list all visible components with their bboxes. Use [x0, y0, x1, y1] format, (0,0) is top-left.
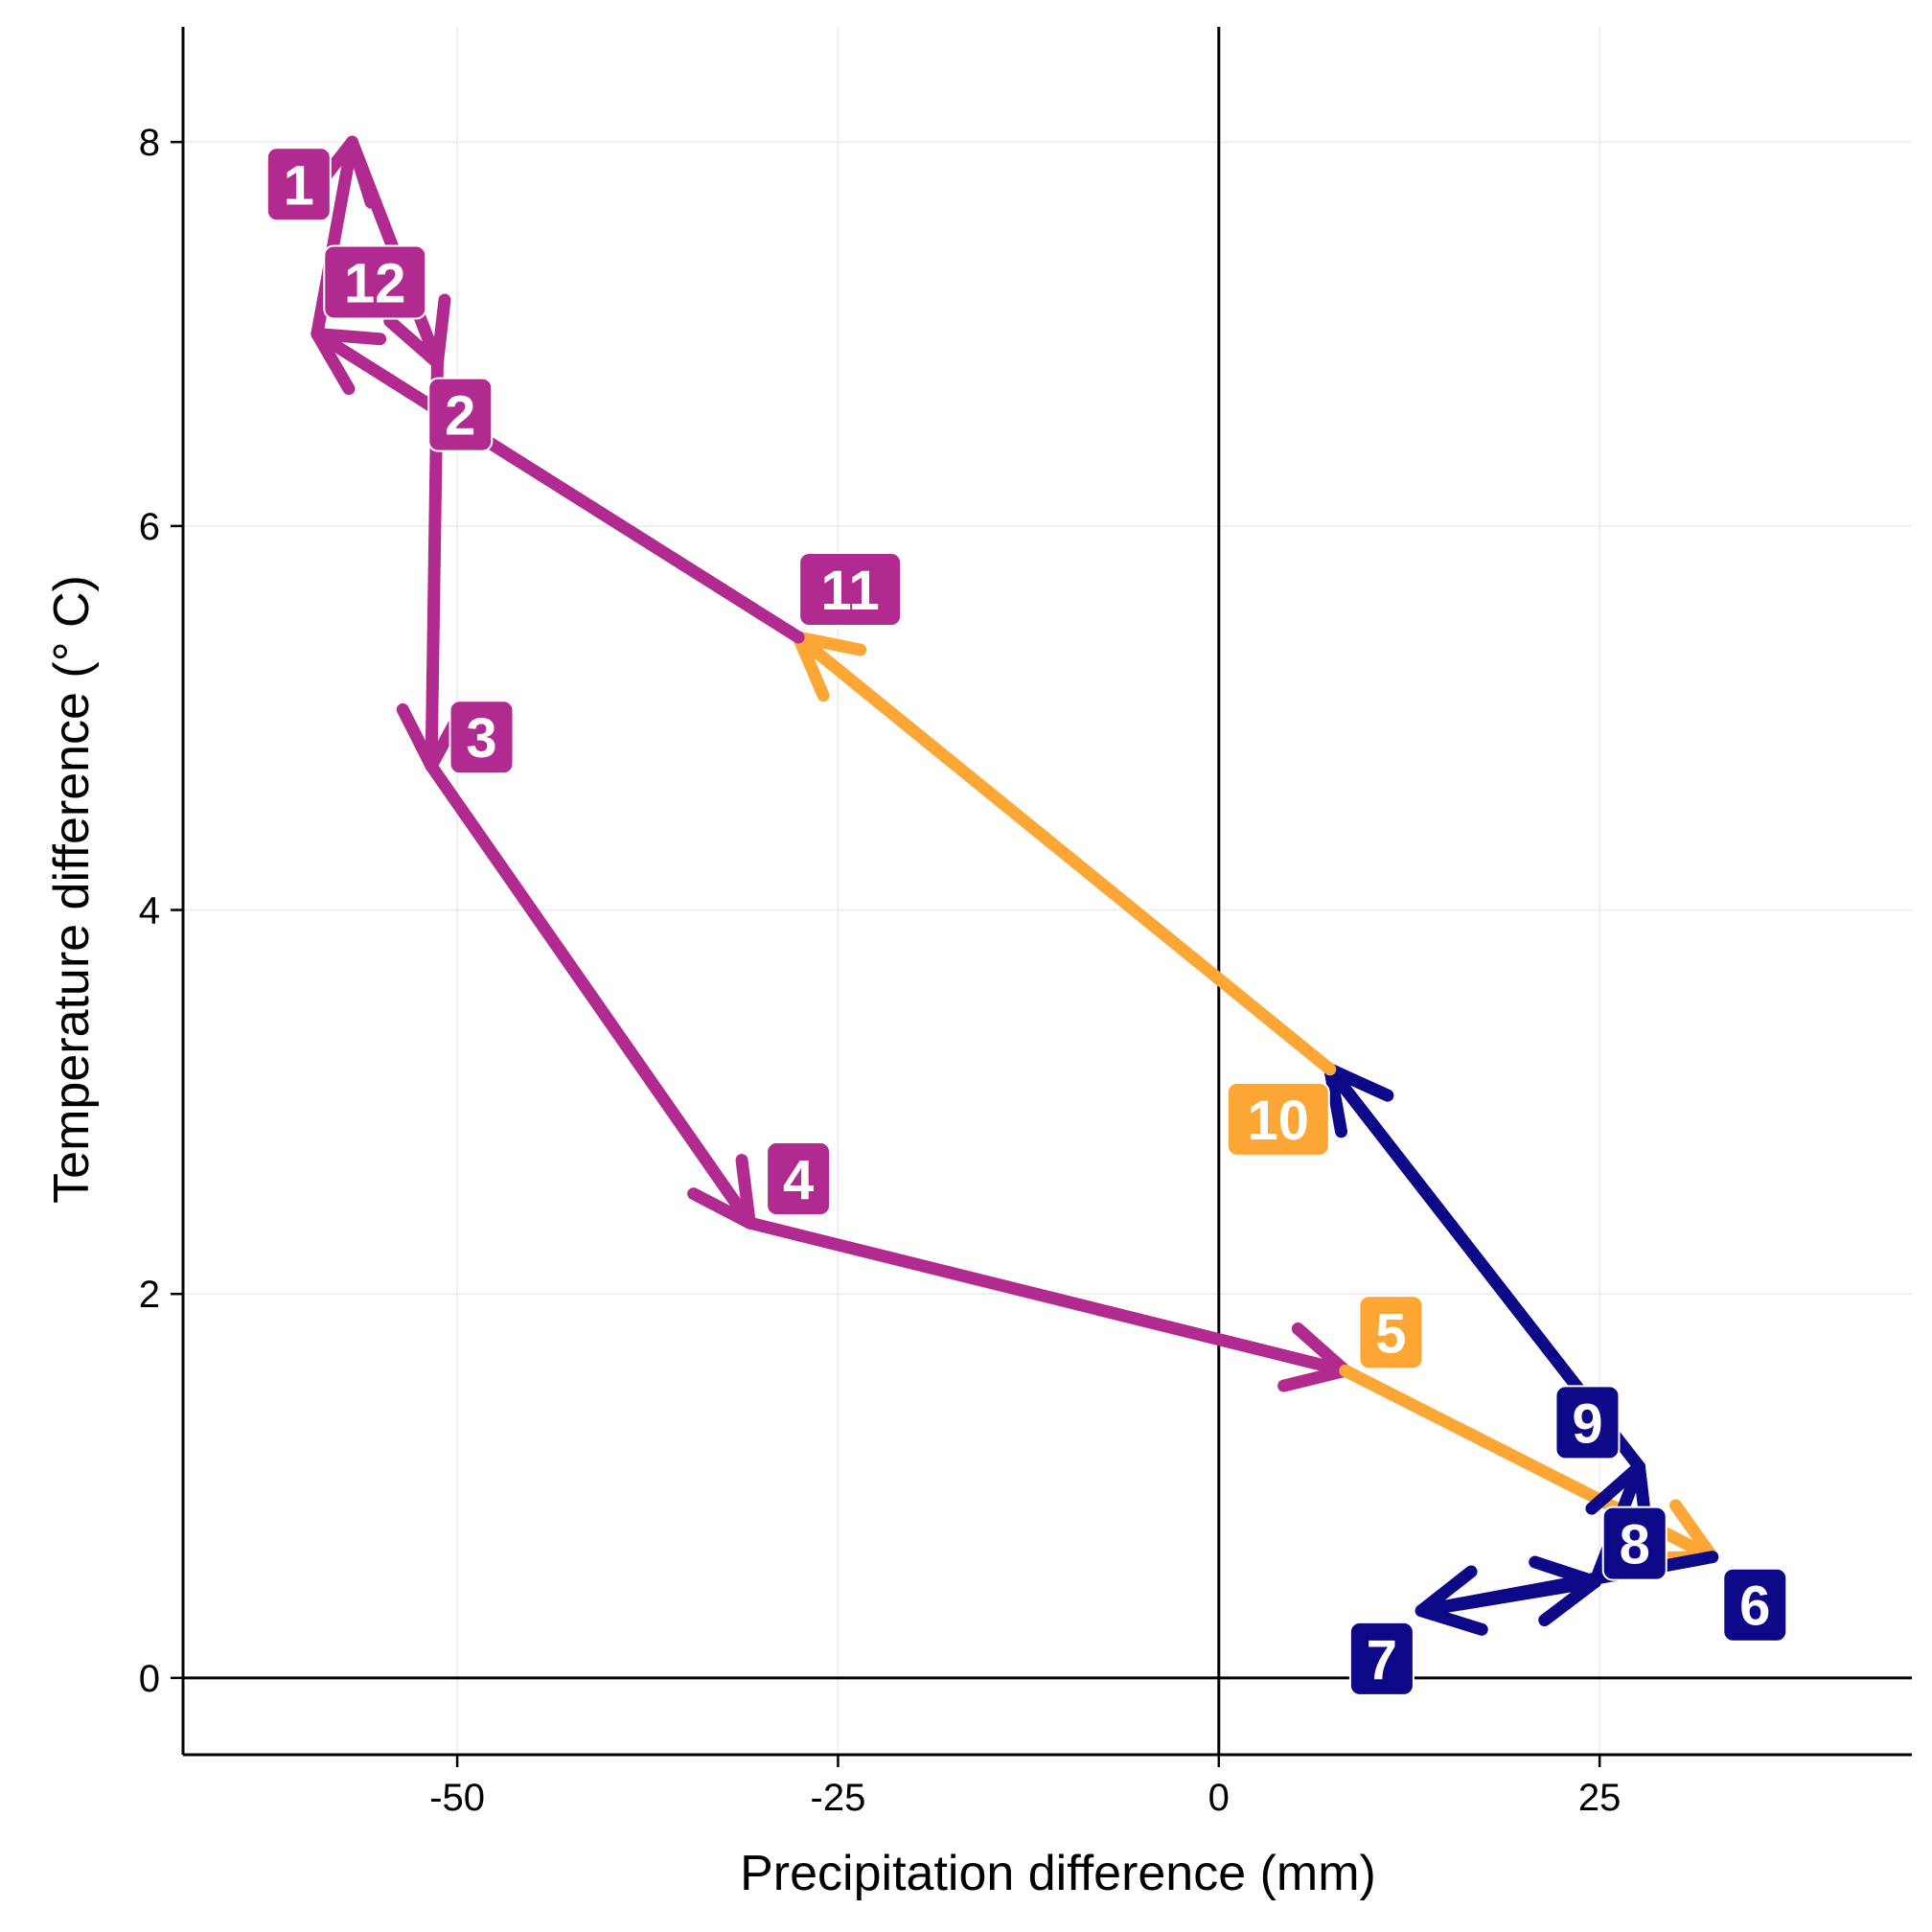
month-label-text: 12: [344, 252, 406, 314]
month-label-6: 6: [1722, 1567, 1788, 1643]
x-ticks: -50 -25 0 25: [429, 1755, 1621, 1819]
month-label-box: [427, 377, 494, 452]
month-label-text: 10: [1248, 1090, 1310, 1152]
month-label-box: [1601, 1506, 1668, 1581]
month-label-10: 10: [1226, 1081, 1330, 1157]
segment-3-to-4: [425, 759, 756, 1230]
month-label-4: 4: [766, 1141, 832, 1216]
segment-line: [310, 328, 805, 644]
month-label-text: 9: [1572, 1392, 1602, 1455]
month-label-2: 2: [427, 377, 494, 452]
month-label-text: 6: [1739, 1576, 1770, 1638]
month-label-box: [323, 244, 427, 320]
month-label-box: [798, 551, 903, 627]
month-label-text: 2: [445, 385, 475, 448]
segment-line: [310, 135, 358, 341]
month-label-text: 3: [466, 707, 496, 770]
month-label-box: [1722, 1567, 1788, 1643]
month-label-12: 12: [323, 244, 427, 320]
segment-line: [792, 631, 1337, 1076]
y-tick-label: 6: [139, 506, 160, 548]
month-label-text: 5: [1375, 1302, 1406, 1365]
month-label-1: 1: [265, 147, 332, 222]
month-label-text: 11: [821, 560, 880, 622]
month-label-5: 5: [1358, 1295, 1424, 1370]
y-tick-label: 4: [139, 890, 160, 932]
month-label-7: 7: [1348, 1621, 1414, 1696]
x-tick-label: -25: [811, 1777, 866, 1819]
month-label-box: [1348, 1621, 1414, 1696]
segment-10-to-11: [792, 631, 1337, 1076]
x-axis-title: Precipitation difference (mm): [740, 1846, 1376, 1901]
month-label-3: 3: [448, 700, 515, 775]
y-tick-label: 8: [139, 122, 160, 164]
y-tick-label: 0: [139, 1658, 160, 1700]
x-tick-label: -50: [429, 1777, 485, 1819]
segment-line: [1414, 1576, 1601, 1618]
segment-11-to-12: [310, 328, 805, 644]
y-ticks: 0 2 4 6 8: [139, 122, 183, 1700]
month-label-text: 7: [1367, 1629, 1397, 1691]
month-label-box: [1226, 1081, 1330, 1157]
segment-4-to-5: [743, 1216, 1352, 1392]
month-label-text: 4: [783, 1149, 814, 1211]
segment-line: [743, 1216, 1352, 1377]
grid-lines: [183, 27, 1912, 1755]
path-segments: [307, 135, 1719, 1636]
month-label-box: [766, 1141, 832, 1216]
month-label-box: [1358, 1295, 1424, 1370]
month-label-box: [1554, 1385, 1621, 1460]
month-label-9: 9: [1554, 1385, 1621, 1460]
month-label-8: 8: [1601, 1506, 1668, 1581]
reference-lines: [183, 27, 1912, 1755]
y-axis-title: Temperature difference (° C): [44, 575, 100, 1204]
axes: [181, 27, 1912, 1757]
y-tick-label: 2: [139, 1274, 160, 1316]
x-tick-label: 0: [1208, 1777, 1230, 1819]
month-label-text: 8: [1620, 1514, 1650, 1576]
month-label-box: [265, 147, 332, 222]
month-label-box: [448, 700, 515, 775]
month-label-text: 1: [284, 154, 314, 217]
month-label-11: 11: [798, 551, 903, 627]
x-tick-label: 25: [1578, 1777, 1622, 1819]
segment-line: [425, 759, 756, 1230]
